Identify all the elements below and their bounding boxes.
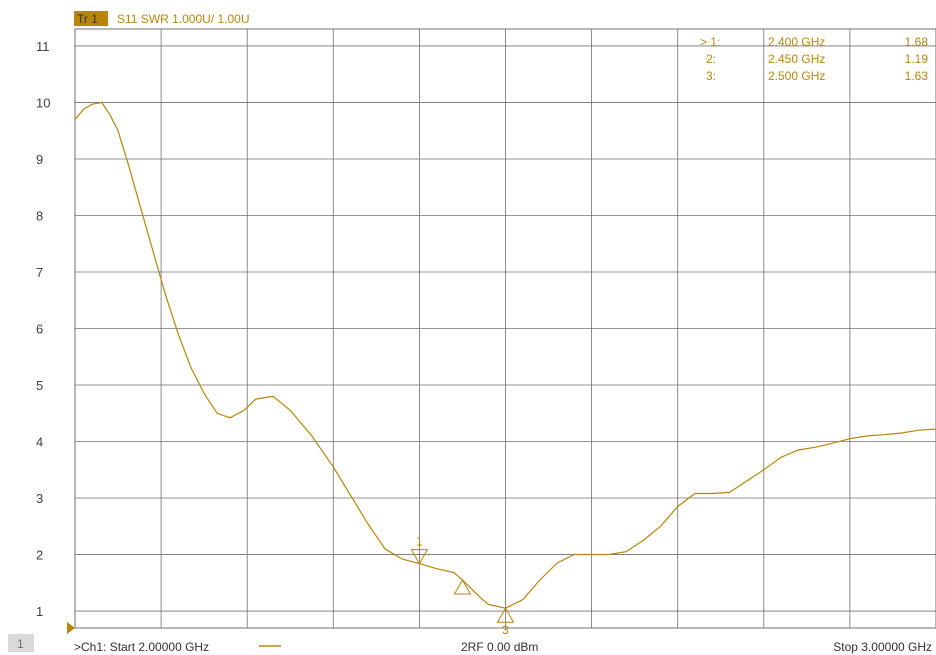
y-tick-label: 9 [36, 152, 43, 167]
y-tick-label: 3 [36, 491, 43, 506]
channel-number-box[interactable] [8, 634, 34, 652]
stop-frequency: Stop 3.00000 GHz [833, 640, 932, 654]
marker-3-index: 3: [706, 69, 716, 83]
start-frequency: >Ch1: Start 2.00000 GHz [74, 640, 209, 654]
channel-number[interactable]: 1 [17, 637, 24, 651]
marker-3-label: 3 [502, 623, 509, 637]
marker-1-freq: 2.400 GHz [768, 35, 825, 49]
source-power: 2RF 0.00 dBm [461, 640, 538, 654]
marker-3-freq: 2.500 GHz [768, 69, 825, 83]
marker-2-index: 2: [706, 52, 716, 66]
y-tick-label: 8 [36, 208, 43, 223]
y-tick-label: 2 [36, 548, 43, 563]
grid [74, 28, 936, 629]
reference-arrow-icon [67, 622, 75, 634]
marker-1-value: 1.68 [905, 35, 929, 49]
markers: 13 [410, 535, 515, 637]
y-tick-label: 11 [36, 39, 50, 54]
marker-2-freq: 2.450 GHz [768, 52, 825, 66]
y-tick-label: 4 [36, 435, 43, 450]
trace-info: S11 SWR 1.000U/ 1.00U [117, 12, 250, 26]
marker-3-value: 1.63 [905, 69, 929, 83]
y-tick-labels: 1 2 3 4 5 6 7 8 9 10 11 [36, 39, 50, 619]
trace-badge[interactable]: Tr 1 [77, 12, 98, 26]
trace-badge-bg[interactable] [74, 11, 108, 26]
marker-1-triangle[interactable] [410, 549, 429, 565]
marker-3-triangle[interactable] [496, 607, 515, 623]
y-tick-label: 10 [36, 95, 50, 110]
marker-2-triangle[interactable] [453, 578, 472, 595]
y-tick-label: 1 [36, 604, 43, 619]
y-tick-label: 6 [36, 322, 43, 337]
marker-table: > 1: 2.400 GHz 1.68 2: 2.450 GHz 1.19 3:… [700, 35, 928, 83]
marker-1-index: > 1: [700, 35, 720, 49]
swr-trace [74, 101, 936, 609]
marker-1-label: 1 [416, 535, 423, 549]
y-tick-label: 7 [36, 265, 43, 280]
y-tick-label: 5 [36, 378, 43, 393]
marker-2-value: 1.19 [905, 52, 929, 66]
